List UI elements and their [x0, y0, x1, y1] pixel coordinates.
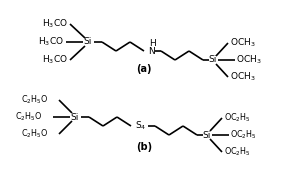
Text: OC$_2$H$_5$: OC$_2$H$_5$ [230, 129, 257, 141]
Text: (b): (b) [136, 142, 152, 152]
Text: S$_4$: S$_4$ [135, 120, 146, 132]
Text: H$_3$CO: H$_3$CO [42, 18, 68, 30]
Text: Si: Si [71, 113, 79, 121]
Text: C$_2$H$_5$O: C$_2$H$_5$O [21, 128, 48, 140]
Text: C$_2$H$_5$O: C$_2$H$_5$O [21, 94, 48, 106]
Text: Si: Si [203, 130, 211, 139]
Text: N: N [148, 47, 155, 56]
Text: OCH$_3$: OCH$_3$ [230, 71, 256, 83]
Text: Si: Si [209, 56, 217, 64]
Text: H$_3$CO: H$_3$CO [42, 54, 68, 66]
Text: (a): (a) [136, 64, 152, 74]
Text: OC$_2$H$_5$: OC$_2$H$_5$ [224, 112, 251, 124]
Text: C$_2$H$_5$O: C$_2$H$_5$O [15, 111, 42, 123]
Text: OCH$_3$: OCH$_3$ [236, 54, 262, 66]
Text: H$_3$CO: H$_3$CO [38, 36, 64, 48]
Text: OCH$_3$: OCH$_3$ [230, 37, 256, 49]
Text: Si: Si [84, 38, 92, 47]
Text: OC$_2$H$_5$: OC$_2$H$_5$ [224, 146, 251, 158]
Text: H: H [150, 39, 156, 47]
